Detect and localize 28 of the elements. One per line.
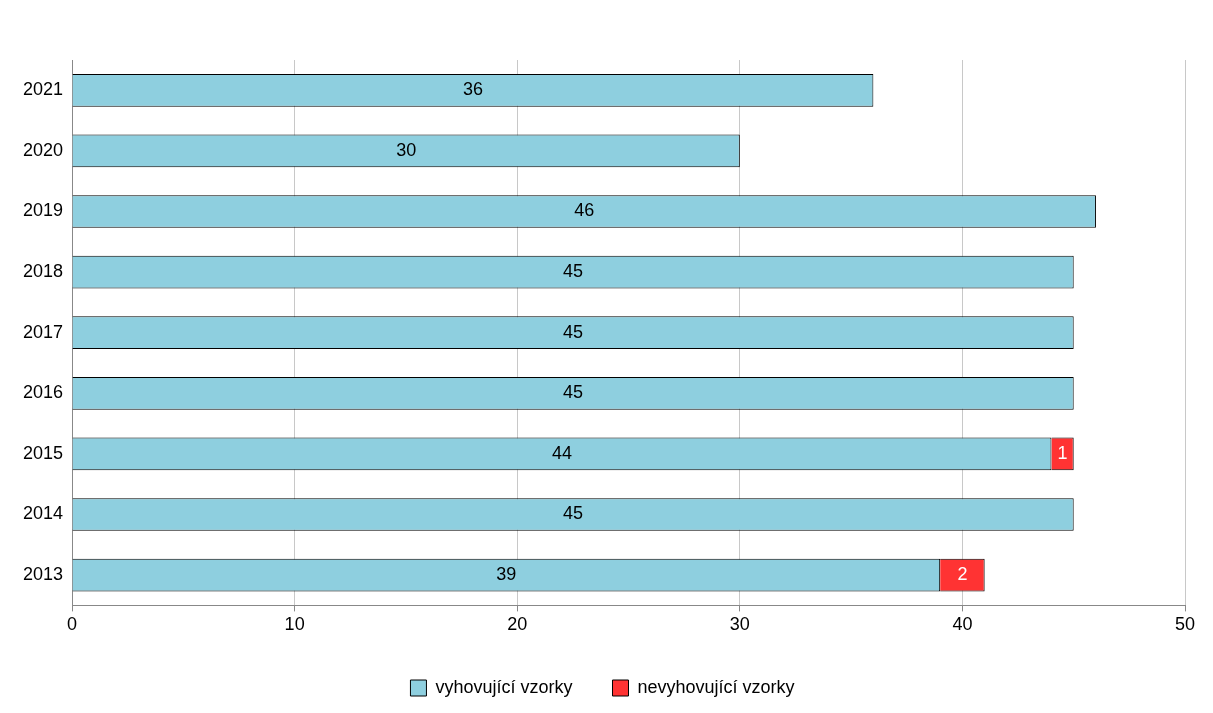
- data-label: 44: [551, 442, 573, 463]
- data-label: 2: [957, 564, 968, 585]
- x-tick-label: 0: [67, 614, 78, 635]
- legend-label: nevyhovující vzorky: [637, 676, 795, 697]
- y-tick-label: 2015: [23, 442, 64, 463]
- y-tick-label: 2021: [23, 79, 64, 100]
- legend-label: vyhovující vzorky: [435, 676, 573, 697]
- data-label: 30: [396, 139, 417, 160]
- x-tick-label: 50: [1174, 614, 1196, 635]
- data-label: 45: [563, 321, 584, 342]
- data-label: 36: [462, 79, 483, 100]
- data-label: 45: [563, 261, 584, 282]
- x-tick-label: 10: [284, 614, 305, 635]
- y-tick-label: 2019: [23, 200, 64, 221]
- data-label: 45: [563, 382, 584, 403]
- y-tick-label: 2018: [23, 261, 64, 282]
- y-tick-label: 2013: [23, 564, 64, 585]
- y-tick-label: 2020: [23, 139, 64, 160]
- x-tick-label: 30: [729, 614, 750, 635]
- data-label: 39: [496, 564, 517, 585]
- y-tick-label: 2016: [23, 382, 64, 403]
- data-label: 46: [574, 200, 595, 221]
- x-tick-label: 40: [952, 614, 973, 635]
- y-tick-label: 2014: [23, 503, 64, 524]
- data-label: 1: [1057, 442, 1068, 463]
- x-tick-label: 20: [507, 614, 528, 635]
- y-tick-label: 2017: [23, 321, 64, 342]
- data-label: 45: [563, 503, 584, 524]
